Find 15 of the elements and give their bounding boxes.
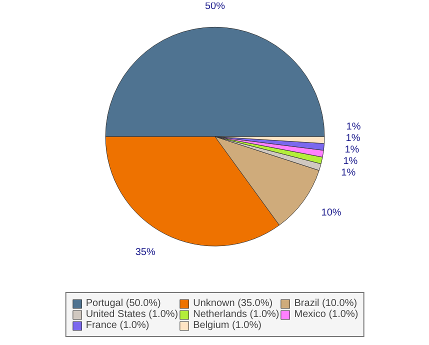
data-label: 1% [343, 156, 358, 167]
legend-label: Belgium (1.0%) [193, 320, 262, 331]
legend-label: France (1.0%) [86, 320, 150, 331]
data-label: 1% [344, 144, 360, 156]
legend-label: Brazil (10.0%) [294, 298, 358, 309]
data-label: 1% [346, 121, 361, 132]
legend-label: Unknown (35.0%) [193, 298, 273, 309]
legend-label: Netherlands (1.0%) [193, 309, 280, 320]
data-label: 1% [341, 167, 356, 178]
data-label: 10% [321, 208, 342, 219]
legend-label: Mexico (1.0%) [294, 309, 358, 320]
legend-label: United States (1.0%) [86, 309, 178, 320]
data-label: 35% [135, 247, 156, 258]
legend-label: Portugal (50.0%) [86, 298, 161, 309]
data-label: 1% [346, 132, 360, 144]
